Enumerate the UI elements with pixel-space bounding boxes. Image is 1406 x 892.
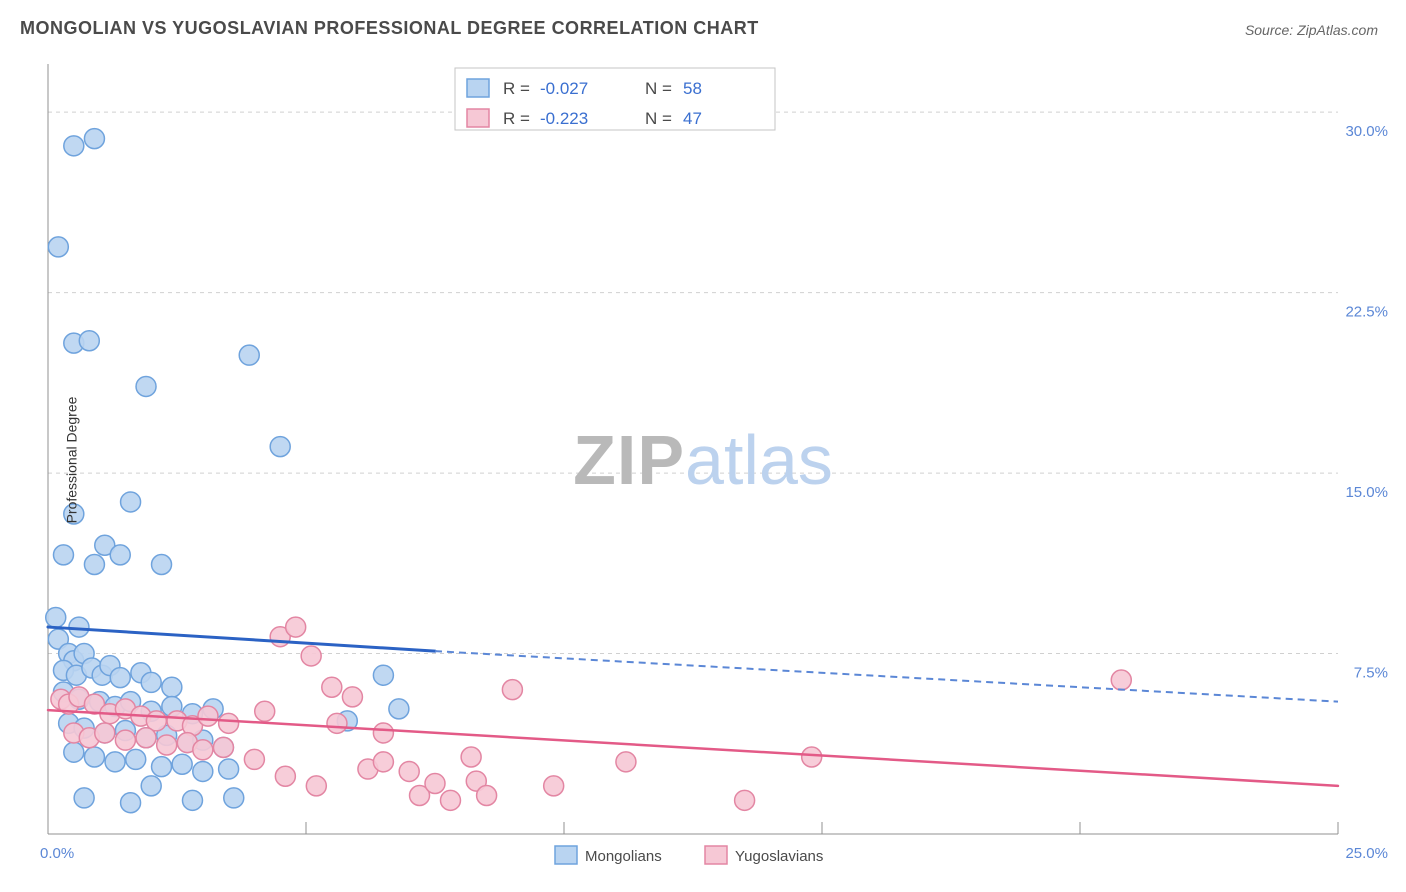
svg-text:0.0%: 0.0% bbox=[40, 845, 74, 862]
svg-text:7.5%: 7.5% bbox=[1354, 665, 1388, 682]
svg-text:R =: R = bbox=[503, 79, 530, 98]
svg-text:47: 47 bbox=[683, 109, 702, 128]
svg-text:N =: N = bbox=[645, 79, 672, 98]
svg-text:R =: R = bbox=[503, 109, 530, 128]
chart-title: MONGOLIAN VS YUGOSLAVIAN PROFESSIONAL DE… bbox=[20, 18, 759, 39]
svg-text:-0.223: -0.223 bbox=[540, 109, 588, 128]
svg-text:Yugoslavians: Yugoslavians bbox=[735, 848, 823, 865]
chart-container: Professional Degree ZIPatlas 7.5%15.0%22… bbox=[0, 50, 1406, 870]
svg-text:Mongolians: Mongolians bbox=[585, 848, 662, 865]
svg-text:-0.027: -0.027 bbox=[540, 79, 588, 98]
svg-text:N =: N = bbox=[645, 109, 672, 128]
svg-text:25.0%: 25.0% bbox=[1345, 845, 1388, 862]
svg-text:15.0%: 15.0% bbox=[1345, 484, 1388, 501]
scatter-chart: 7.5% 15.0% 22.5% 30.0% 0.0% 25.0% R = -0.027 N =… bbox=[0, 50, 1406, 870]
source-attribution: Source: ZipAtlas.com bbox=[1245, 22, 1378, 38]
svg-text:58: 58 bbox=[683, 79, 702, 98]
svg-text:22.5%: 22.5% bbox=[1345, 304, 1388, 321]
y-axis-label: Professional Degree bbox=[63, 397, 79, 524]
svg-text:30.0%: 30.0% bbox=[1345, 123, 1388, 140]
